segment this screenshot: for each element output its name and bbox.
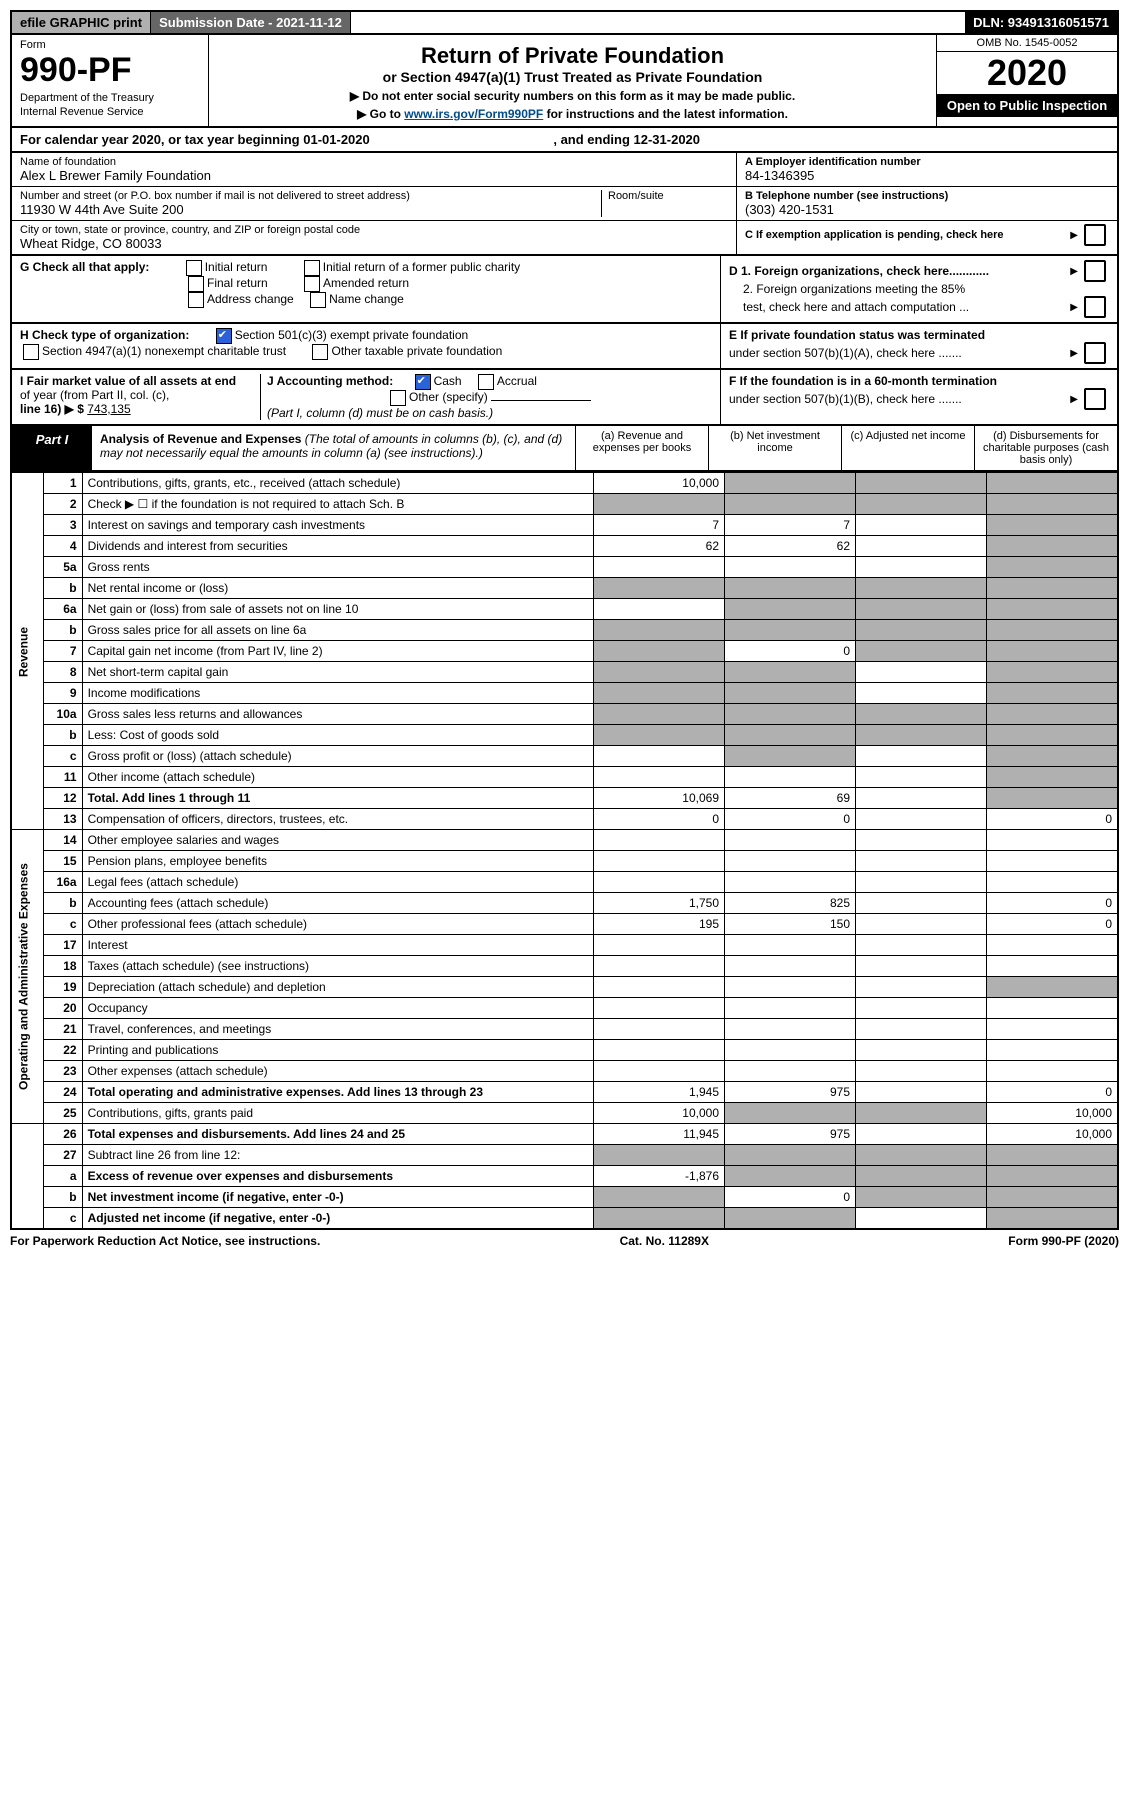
tax-year: 2020 [937,52,1117,94]
h-other-taxable[interactable] [312,344,328,360]
c-label: C If exemption application is pending, c… [745,229,1004,241]
e1-label: E If private foundation status was termi… [729,328,1109,342]
submission-date: Submission Date - 2021-11-12 [151,12,351,33]
top-bar: efile GRAPHIC print Submission Date - 20… [10,10,1119,35]
revenue-side-label: Revenue [11,473,43,830]
g-address-change[interactable] [188,292,204,308]
ein-value: 84-1346395 [745,168,1109,183]
e-checkbox[interactable] [1084,342,1106,364]
col-d-header: (d) Disbursements for charitable purpose… [974,426,1117,470]
goto-note: ▶ Go to www.irs.gov/Form990PF for instru… [217,107,928,121]
dept-irs: Internal Revenue Service [20,106,200,118]
d2-checkbox[interactable] [1084,296,1106,318]
i-label1: I Fair market value of all assets at end [20,374,260,388]
phone-label: B Telephone number (see instructions) [745,190,1109,202]
address-label: Number and street (or P.O. box number if… [20,190,601,202]
foundation-name: Alex L Brewer Family Foundation [20,168,728,183]
foundation-info: Name of foundation Alex L Brewer Family … [10,153,1119,256]
ssn-note: ▶ Do not enter social security numbers o… [217,89,928,103]
j-accrual[interactable] [478,374,494,390]
g-final-return[interactable] [188,276,204,292]
footer-cat: Cat. No. 11289X [620,1234,709,1248]
name-label: Name of foundation [20,156,728,168]
i-label3: line 16) ▶ $ [20,402,87,416]
form-number: 990-PF [20,51,200,90]
form-header: Form 990-PF Department of the Treasury I… [10,35,1119,128]
dept-treasury: Department of the Treasury [20,92,200,104]
open-to-public: Open to Public Inspection [937,94,1117,117]
expenses-side-label: Operating and Administrative Expenses [11,830,43,1124]
i-label2: of year (from Part II, col. (c), [20,388,260,402]
g-amended-return[interactable] [304,276,320,292]
d1-checkbox[interactable] [1084,260,1106,282]
part1-label: Part I [12,426,92,470]
arrow-icon [1067,263,1081,277]
part1-table: Revenue 1Contributions, gifts, grants, e… [10,472,1119,1230]
form-title: Return of Private Foundation [217,43,928,69]
g-initial-former[interactable] [304,260,320,276]
f1-label: F If the foundation is in a 60-month ter… [729,374,1109,388]
ein-label: A Employer identification number [745,156,1109,168]
arrow-icon [1067,391,1081,405]
form-label: Form [20,39,200,51]
f-checkbox[interactable] [1084,388,1106,410]
dln: DLN: 93491316051571 [965,12,1117,33]
city-label: City or town, state or province, country… [20,224,728,236]
section-ij-f: I Fair market value of all assets at end… [10,370,1119,426]
g-name-change[interactable] [310,292,326,308]
room-label: Room/suite [601,190,728,217]
g-initial-return[interactable] [186,260,202,276]
d2-label-b: test, check here and attach computation … [743,300,969,314]
j-note: (Part I, column (d) must be on cash basi… [267,406,493,420]
d2-label-a: 2. Foreign organizations meeting the 85% [743,282,1109,296]
d1-label: D 1. Foreign organizations, check here..… [729,264,989,278]
footer-form: Form 990-PF (2020) [1008,1234,1119,1248]
j-other[interactable] [390,390,406,406]
h-501c3[interactable] [216,328,232,344]
omb-number: OMB No. 1545-0052 [937,35,1117,52]
section-h-e: H Check type of organization: Section 50… [10,324,1119,370]
h-4947a1[interactable] [23,344,39,360]
instructions-link[interactable]: www.irs.gov/Form990PF [404,107,543,121]
part1-header: Part I Analysis of Revenue and Expenses … [10,426,1119,472]
g-label: G Check all that apply: [20,260,149,274]
col-c-header: (c) Adjusted net income [841,426,974,470]
j-label: J Accounting method: [267,374,393,388]
f2-label: under section 507(b)(1)(B), check here .… [729,392,962,406]
c-checkbox[interactable] [1084,224,1106,246]
i-value: 743,135 [87,402,130,416]
efile-print[interactable]: efile GRAPHIC print [12,12,151,33]
address: 11930 W 44th Ave Suite 200 [20,202,601,217]
city-state-zip: Wheat Ridge, CO 80033 [20,236,728,251]
footer-left: For Paperwork Reduction Act Notice, see … [10,1234,320,1248]
e2-label: under section 507(b)(1)(A), check here .… [729,346,962,360]
col-b-header: (b) Net investment income [708,426,841,470]
h-label: H Check type of organization: [20,328,189,342]
form-subtitle: or Section 4947(a)(1) Trust Treated as P… [217,69,928,85]
col-a-header: (a) Revenue and expenses per books [575,426,708,470]
phone-value: (303) 420-1531 [745,202,1109,217]
arrow-icon [1067,345,1081,359]
arrow-icon [1067,299,1081,313]
page-footer: For Paperwork Reduction Act Notice, see … [10,1234,1119,1248]
calendar-year-row: For calendar year 2020, or tax year begi… [10,128,1119,153]
j-cash[interactable] [415,374,431,390]
arrow-icon [1067,229,1081,241]
section-g-d: G Check all that apply: Initial return I… [10,256,1119,324]
